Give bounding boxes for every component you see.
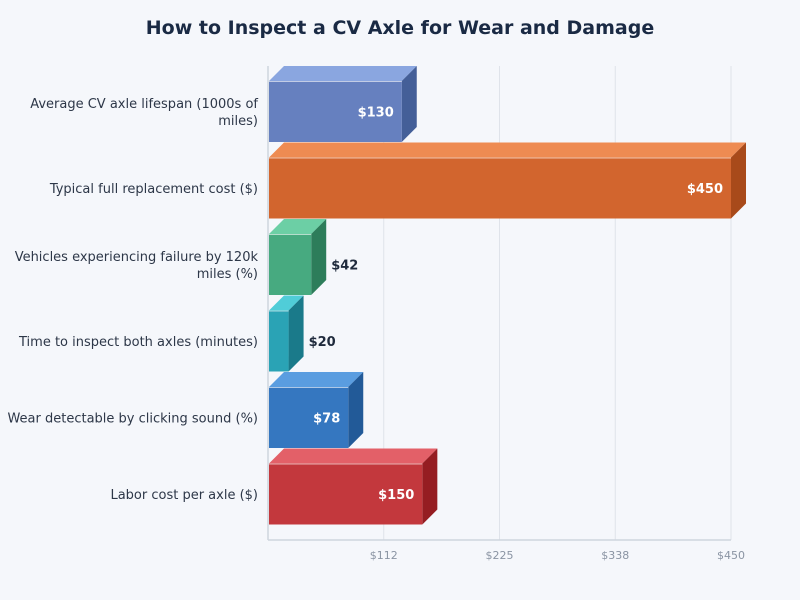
- category-label: Labor cost per axle ($): [110, 488, 258, 503]
- bar-side: [348, 372, 364, 448]
- value-label: $20: [309, 335, 336, 350]
- chart-title: How to Inspect a CV Axle for Wear and Da…: [146, 17, 654, 39]
- category-label: Typical full replacement cost ($): [49, 182, 258, 197]
- bar-side: [401, 66, 417, 142]
- bar-front: [269, 81, 402, 142]
- bar-side: [311, 219, 327, 295]
- bar-top: [269, 66, 417, 81]
- value-label: $450: [687, 182, 723, 197]
- bar-side: [288, 295, 304, 372]
- category-label: miles (%): [197, 267, 258, 282]
- bars: $130 $450 $42 $20 $78 $150: [269, 66, 746, 525]
- bar-top: [269, 142, 746, 158]
- bar-top: [269, 219, 327, 234]
- bar: $450: [269, 142, 746, 219]
- bar-top: [269, 372, 364, 387]
- bar-side: [731, 142, 746, 219]
- bar: $20: [269, 295, 336, 372]
- category-label: Time to inspect both axles (minutes): [18, 335, 258, 350]
- value-label: $150: [378, 488, 414, 503]
- bar-side: [422, 448, 438, 525]
- bar: $130: [269, 66, 417, 142]
- x-tick-label: $112: [370, 549, 398, 562]
- bar-front: [269, 387, 349, 448]
- bar: $150: [269, 448, 438, 525]
- category-label: miles): [218, 114, 258, 129]
- bar-top: [269, 448, 438, 464]
- bar-top: [269, 295, 304, 311]
- category-label: Vehicles experiencing failure by 120k: [15, 250, 259, 265]
- bar-front: [269, 157, 731, 219]
- x-tick-label: $338: [601, 549, 629, 562]
- bar-front: [269, 463, 423, 525]
- x-axis-ticks: $112 $225 $338 $450: [370, 549, 745, 562]
- bar-front: [269, 310, 289, 372]
- x-tick-label: $450: [717, 549, 745, 562]
- category-label: Average CV axle lifespan (1000s of: [30, 97, 258, 112]
- category-label: Wear detectable by clicking sound (%): [7, 412, 258, 427]
- value-label: $130: [358, 106, 394, 121]
- value-label: $42: [331, 259, 358, 274]
- bar: $78: [269, 372, 364, 448]
- value-label: $78: [313, 412, 340, 427]
- bar: $42: [269, 219, 358, 295]
- bar-front: [269, 234, 312, 295]
- x-tick-label: $225: [486, 549, 514, 562]
- category-labels: Average CV axle lifespan (1000s of miles)…: [7, 97, 258, 503]
